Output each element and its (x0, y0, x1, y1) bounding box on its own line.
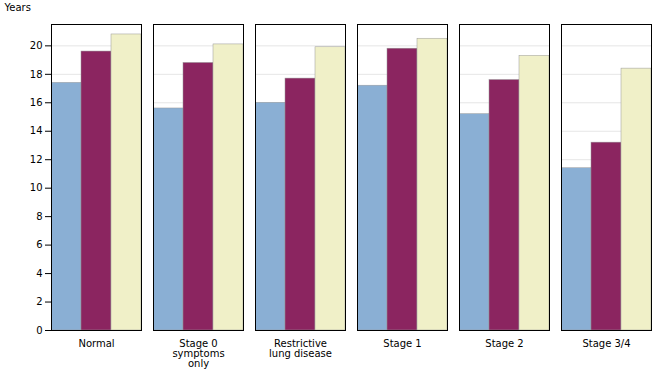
svg-text:2: 2 (36, 296, 42, 307)
svg-text:6: 6 (36, 239, 42, 250)
svg-text:Restrictivelung disease: Restrictivelung disease (269, 338, 332, 359)
svg-text:8: 8 (36, 211, 42, 222)
svg-text:4: 4 (36, 268, 42, 279)
svg-text:Normal: Normal (78, 338, 114, 349)
svg-text:20: 20 (30, 40, 43, 51)
svg-text:0: 0 (36, 325, 42, 336)
svg-text:10: 10 (30, 182, 43, 193)
svg-text:12: 12 (30, 154, 43, 165)
svg-text:14: 14 (30, 125, 43, 136)
svg-text:Stage 0symptomsonly: Stage 0symptomsonly (172, 338, 224, 369)
svg-text:Stage 2: Stage 2 (485, 338, 523, 349)
svg-text:18: 18 (30, 69, 43, 80)
svg-text:Stage 3/4: Stage 3/4 (582, 338, 630, 349)
svg-text:Years: Years (4, 2, 31, 13)
svg-text:Stage 1: Stage 1 (383, 338, 421, 349)
svg-text:16: 16 (30, 97, 43, 108)
